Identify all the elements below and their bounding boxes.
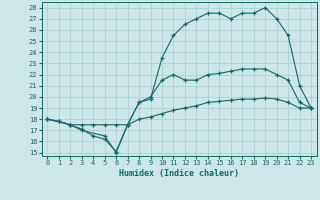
X-axis label: Humidex (Indice chaleur): Humidex (Indice chaleur) — [119, 169, 239, 178]
